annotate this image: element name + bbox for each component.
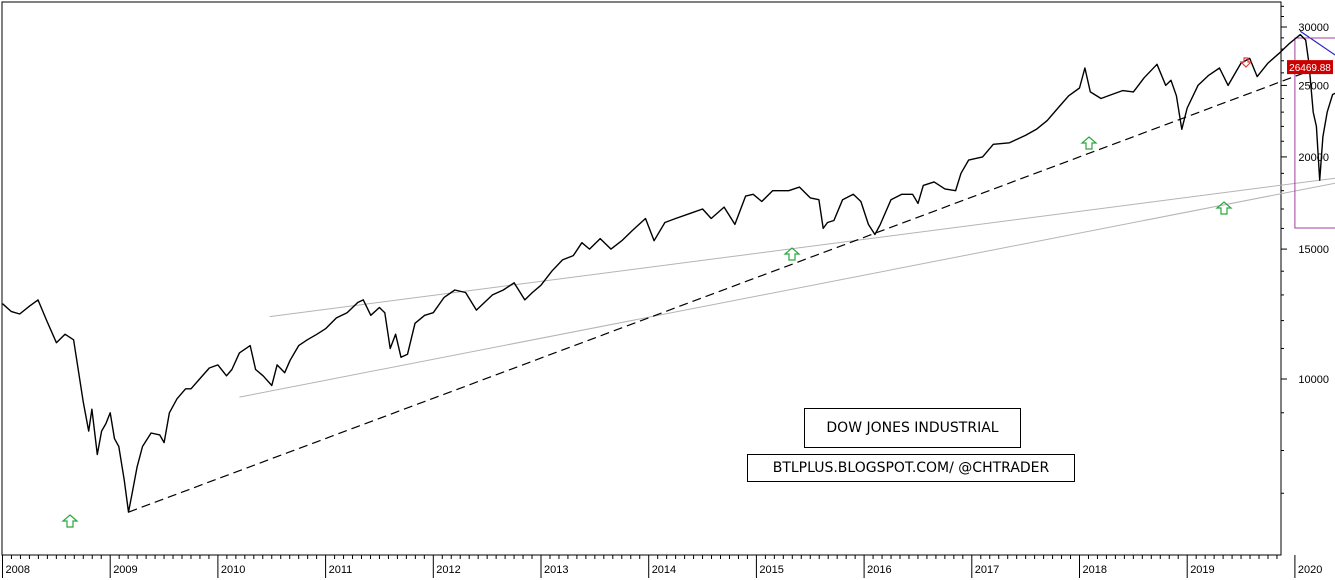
x-tick-label: 2017 (975, 564, 999, 576)
annotation-markers (61, 57, 1253, 528)
arrow-down-icon (1239, 57, 1253, 68)
downtrend-line (1299, 30, 1335, 56)
support-line-upper (269, 177, 1335, 318)
y-tick-label: 20000 (1298, 152, 1329, 164)
y-axis-ticks: 30000 25000 20000 15000 10000 26469.88 (1281, 5, 1333, 494)
x-tick-label: 2018 (1083, 564, 1107, 576)
arrow-up-icon (1215, 201, 1233, 215)
y-tick-label: 25000 (1298, 80, 1329, 92)
arrow-up-icon (61, 514, 79, 528)
last-value-badge (1287, 60, 1333, 75)
x-tick-label: 2019 (1190, 564, 1214, 576)
x-tick-label: 2008 (6, 564, 30, 576)
y-tick-label: 15000 (1298, 244, 1329, 256)
x-tick-label: 2010 (221, 564, 245, 576)
x-tick-label: 2013 (544, 564, 568, 576)
price-series (2, 33, 1335, 513)
x-axis-ticks: 2008 2009 2010 2011 2012 2013 2014 2015 2016 2017… (2, 555, 1322, 578)
y-tick-label: 30000 (1298, 22, 1329, 34)
series-line-dow-jones (2, 33, 1335, 513)
x-tick-label: 2015 (759, 564, 783, 576)
chart-title: DOW JONES INDUSTRIAL (804, 408, 1021, 448)
last-value-label: 26469.88 (1289, 63, 1331, 74)
support-line-lower (239, 182, 1335, 398)
arrow-up-icon (783, 247, 801, 261)
x-tick-label: 2014 (652, 564, 676, 576)
x-tick-label: 2020 (1298, 564, 1322, 576)
long-term-uptrend-line (128, 60, 1335, 513)
x-tick-label: 2012 (436, 564, 460, 576)
x-tick-label: 2011 (329, 564, 353, 576)
y-tick-label: 10000 (1298, 374, 1329, 386)
x-tick-label: 2009 (113, 564, 137, 576)
trendlines (128, 30, 1335, 513)
arrow-up-icon (1080, 136, 1098, 150)
chart-source-credit: BTLPLUS.BLOGSPOT.COM/ @CHTRADER (747, 454, 1075, 482)
highlight-box-2020 (1294, 37, 1335, 229)
x-tick-label: 2016 (867, 564, 891, 576)
